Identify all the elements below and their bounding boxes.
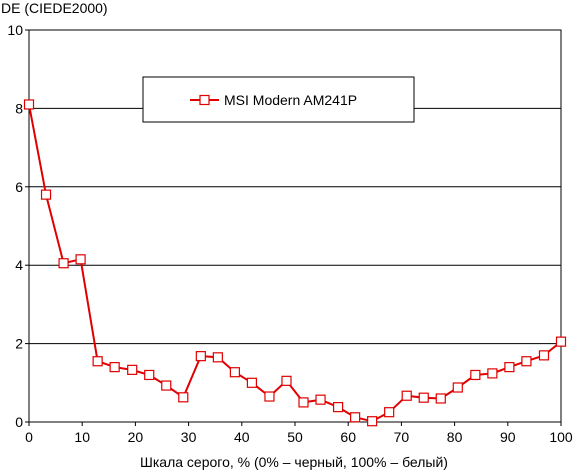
x-tick-label: 80 — [447, 429, 463, 445]
data-point — [315, 394, 326, 405]
data-point — [298, 397, 309, 408]
y-tick-label: 2 — [15, 336, 23, 352]
data-point — [384, 407, 395, 418]
x-tick-label: 40 — [234, 429, 250, 445]
x-tick-label: 30 — [181, 429, 197, 445]
data-point — [23, 99, 35, 110]
legend: MSI Modern AM241P — [142, 76, 415, 123]
x-tick-label: 0 — [25, 429, 33, 445]
data-point — [332, 402, 344, 413]
data-point — [435, 393, 446, 404]
data-point — [109, 362, 120, 373]
data-point — [555, 336, 567, 347]
x-axis-label: Шкала серого, % (0% – черный, 100% – бел… — [140, 454, 448, 470]
x-tick-label: 50 — [287, 429, 303, 445]
x-tick-label: 60 — [340, 429, 356, 445]
y-axis-ticks: 0 2 4 6 8 10 — [7, 22, 29, 430]
data-point — [246, 377, 258, 388]
data-point — [281, 375, 292, 386]
data-point — [350, 412, 361, 423]
data-point — [504, 362, 515, 373]
y-tick-label: 0 — [15, 414, 23, 430]
legend-series-label: MSI Modern AM241P — [224, 92, 357, 108]
x-tick-label: 10 — [74, 429, 90, 445]
data-point — [178, 392, 189, 403]
data-point — [470, 369, 481, 381]
x-tick-label: 90 — [500, 429, 516, 445]
x-tick-label: 20 — [128, 429, 144, 445]
series-layer — [23, 99, 567, 427]
series-line — [28, 104, 562, 423]
y-axis-label: DE (CIEDE2000) — [1, 0, 108, 16]
y-tick-label: 4 — [15, 257, 23, 273]
data-point — [367, 416, 378, 427]
y-tick-label: 10 — [7, 22, 23, 38]
data-point — [521, 356, 532, 367]
x-tick-label: 70 — [394, 429, 410, 445]
legend-series-marker — [199, 94, 210, 106]
data-point — [418, 392, 429, 403]
data-point — [75, 254, 86, 265]
data-point — [161, 380, 172, 391]
data-point — [264, 391, 275, 402]
data-point — [538, 350, 550, 361]
data-point — [58, 258, 69, 269]
data-point — [487, 368, 498, 379]
data-point — [127, 364, 138, 375]
y-tick-label: 6 — [15, 179, 23, 195]
data-point — [212, 352, 223, 363]
data-point — [401, 390, 412, 401]
y-tick-label: 8 — [15, 100, 23, 116]
data-point — [144, 369, 155, 381]
data-point — [40, 189, 52, 200]
data-point — [452, 382, 463, 393]
x-tick-label: 100 — [549, 429, 573, 445]
data-point — [229, 367, 240, 378]
legend-box — [142, 76, 415, 123]
data-point — [195, 351, 206, 362]
x-axis-ticks: 0 10 20 30 40 50 60 70 80 90 100 — [25, 422, 573, 445]
data-point — [92, 356, 103, 367]
